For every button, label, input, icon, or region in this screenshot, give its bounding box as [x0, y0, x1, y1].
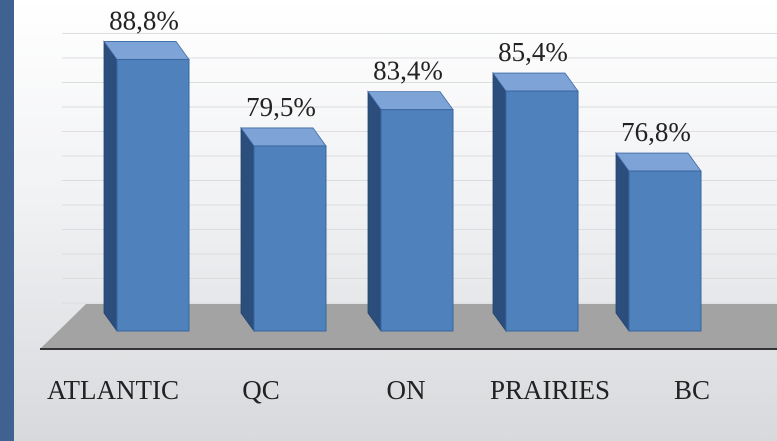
- data-label: 85,4%: [498, 37, 568, 67]
- category-label: BC: [674, 375, 710, 405]
- bar-side-face: [492, 71, 507, 333]
- bar-side-face: [615, 151, 630, 333]
- bar-side-face: [240, 126, 255, 333]
- data-labels: 88,8% 79,5% 83,4% 85,4% 76,8%: [109, 5, 691, 147]
- data-label: 83,4%: [373, 56, 443, 86]
- bar-top-face: [103, 41, 190, 60]
- category-label: PRAIRIES: [490, 375, 610, 405]
- category-labels: ATLANTIC QC ON PRAIRIES BC: [47, 375, 710, 405]
- data-label: 88,8%: [109, 5, 179, 35]
- data-label: 79,5%: [246, 92, 316, 122]
- bars: [103, 40, 702, 333]
- category-label: ATLANTIC: [47, 375, 179, 405]
- bar-front-face: [628, 170, 702, 332]
- bar-front-face: [116, 58, 190, 332]
- bar-on: [367, 90, 454, 333]
- bar-top-face: [492, 72, 579, 92]
- category-label: ON: [387, 375, 426, 405]
- bar-side-face: [367, 90, 382, 333]
- bar-front-face: [380, 109, 454, 332]
- category-label: QC: [242, 375, 280, 405]
- bar-qc: [240, 126, 327, 333]
- bar-atlantic: [103, 40, 190, 333]
- bar-side-face: [103, 40, 118, 333]
- bar-front-face: [253, 145, 327, 332]
- bar-top-face: [615, 152, 702, 172]
- bar-front-face: [505, 90, 579, 332]
- bar-prairies: [492, 71, 579, 333]
- data-label: 76,8%: [621, 117, 691, 147]
- bar-top-face: [367, 91, 454, 111]
- bar-top-face: [240, 127, 327, 147]
- bar-bc: [615, 151, 702, 333]
